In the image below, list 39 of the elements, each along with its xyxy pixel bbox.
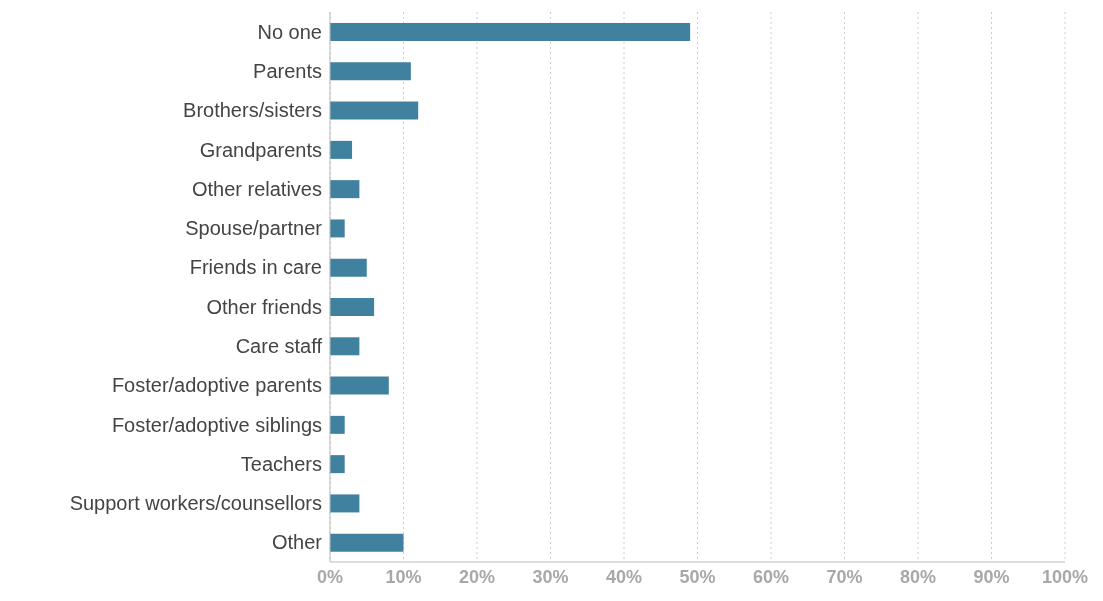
bar (330, 101, 419, 120)
bar (330, 337, 360, 356)
bar (330, 455, 345, 474)
bar (330, 180, 360, 199)
bar (330, 533, 404, 552)
y-tick-label: Spouse/partner (185, 217, 323, 240)
y-tick-label: Other relatives (191, 177, 322, 200)
x-tick-label: 0% (316, 566, 344, 587)
bar (330, 140, 353, 159)
y-tick-label: Foster/adoptive parents (111, 374, 322, 397)
bar (330, 62, 411, 81)
y-tick-label: Other (271, 531, 323, 554)
y-tick-label: Teachers (240, 452, 322, 475)
x-tick-label: 100% (1041, 566, 1089, 587)
x-tick-label: 40% (605, 566, 643, 587)
x-tick-label: 70% (826, 566, 863, 587)
bar (330, 219, 345, 238)
x-tick-label: 10% (385, 566, 422, 587)
y-tick-label: Foster/adoptive siblings (111, 413, 322, 436)
bar (330, 376, 389, 395)
bar (330, 298, 375, 316)
x-tick-label: 50% (679, 566, 716, 587)
x-tick-label: 80% (899, 566, 937, 587)
y-tick-label: Grandparents (199, 138, 322, 161)
bar (330, 415, 345, 434)
y-tick-label: Friends in care (189, 256, 322, 279)
y-tick-label: Care staff (235, 335, 323, 358)
x-tick-label: 60% (752, 566, 790, 587)
y-tick-label: Brothers/sisters (183, 99, 322, 122)
bar (330, 23, 691, 41)
x-tick-label: 30% (532, 566, 569, 587)
y-tick-label: No one (257, 20, 322, 43)
y-tick-label: Support workers/counsellors (69, 492, 322, 515)
y-tick-label: Parents (253, 60, 322, 83)
y-tick-label: Other friends (206, 295, 322, 318)
x-tick-label: 90% (973, 566, 1010, 587)
bar (330, 258, 367, 277)
x-tick-label: 20% (458, 566, 496, 587)
bar (330, 494, 360, 513)
